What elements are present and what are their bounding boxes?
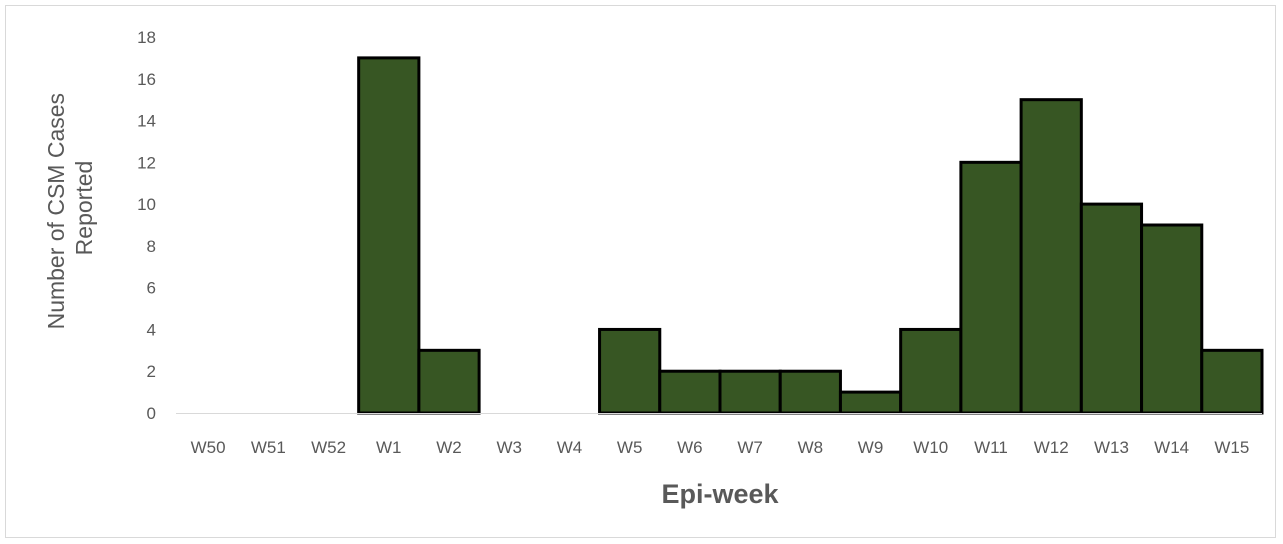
x-axis-label: Epi-week — [661, 479, 779, 509]
y-axis-label-line-2: Reported — [71, 161, 97, 256]
x-tick-w8: W8 — [798, 438, 824, 457]
x-tick-w9: W9 — [858, 438, 884, 457]
x-tick-w51: W51 — [251, 438, 286, 457]
y-tick-0: 0 — [147, 404, 156, 423]
x-tick-w5: W5 — [617, 438, 643, 457]
y-tick-labels: 0 2 4 6 8 10 12 14 16 18 — [137, 28, 156, 423]
bar-w5 — [598, 327, 662, 415]
x-tick-w1: W1 — [376, 438, 402, 457]
y-axis-label-line-1: Number of CSM Cases — [43, 93, 69, 329]
bar-w9 — [838, 390, 903, 415]
bar-w13 — [1079, 202, 1144, 415]
x-tick-w12: W12 — [1034, 438, 1069, 457]
bar-w8 — [778, 369, 842, 415]
x-tick-w10: W10 — [913, 438, 948, 457]
x-tick-w4: W4 — [557, 438, 583, 457]
x-tick-w7: W7 — [737, 438, 763, 457]
x-tick-w11: W11 — [974, 438, 1008, 457]
bar-w6 — [658, 369, 722, 415]
y-tick-12: 12 — [137, 153, 156, 172]
bar-w2 — [417, 348, 481, 415]
y-tick-6: 6 — [147, 279, 156, 298]
x-tick-w6: W6 — [677, 438, 703, 457]
x-tick-w14: W14 — [1154, 438, 1189, 457]
y-tick-8: 8 — [147, 237, 156, 256]
bars-group — [357, 56, 1264, 415]
bar-w11 — [959, 160, 1023, 415]
y-tick-10: 10 — [137, 195, 156, 214]
y-tick-14: 14 — [137, 112, 156, 131]
x-tick-w3: W3 — [496, 438, 522, 457]
y-axis-label: Number of CSM Cases Reported — [43, 87, 97, 330]
x-tick-w2: W2 — [436, 438, 462, 457]
x-tick-w50: W50 — [191, 438, 226, 457]
y-tick-18: 18 — [137, 28, 156, 47]
y-tick-4: 4 — [147, 320, 156, 339]
bar-w12 — [1019, 98, 1083, 415]
bar-w10 — [899, 327, 963, 415]
x-tick-w13: W13 — [1094, 438, 1129, 457]
bar-w15 — [1200, 348, 1264, 415]
bar-w14 — [1140, 223, 1204, 415]
x-tick-w52: W52 — [311, 438, 346, 457]
y-tick-2: 2 — [147, 362, 156, 381]
bar-w7 — [718, 369, 782, 415]
x-tick-w15: W15 — [1214, 438, 1249, 457]
y-tick-16: 16 — [137, 70, 156, 89]
bar-w1 — [357, 56, 421, 415]
x-tick-labels: W50 W51 W52 W1 W2 W3 W4 W5 W6 W7 W8 W9 W10 W11 W12 W13 W… — [191, 438, 1250, 457]
